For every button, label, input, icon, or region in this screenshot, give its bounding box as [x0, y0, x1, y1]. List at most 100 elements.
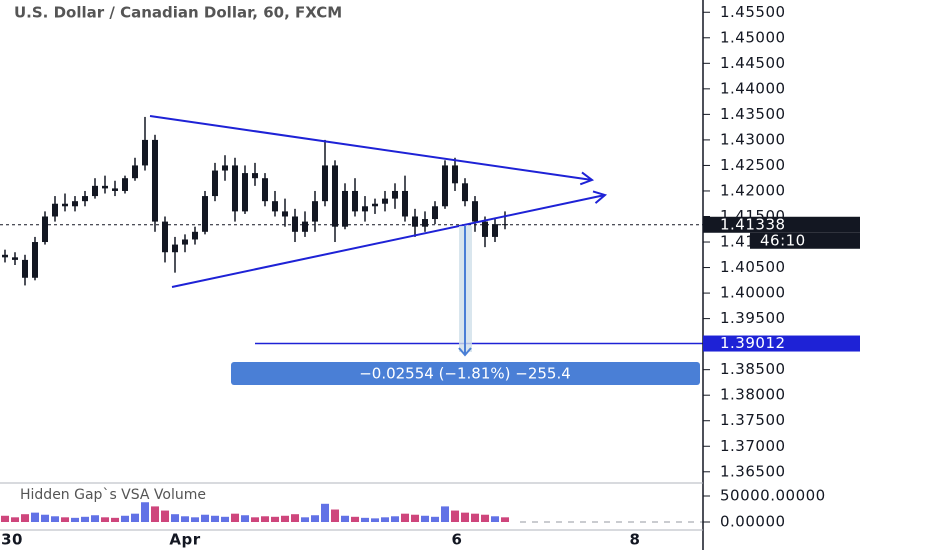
volume-bar	[441, 506, 449, 522]
volume-bar	[171, 514, 179, 522]
candle-body	[2, 254, 8, 258]
candle-body	[102, 185, 108, 189]
candle-body	[122, 178, 128, 191]
volume-bar	[101, 517, 109, 522]
volume-bar	[191, 517, 199, 522]
volume-bar	[221, 516, 229, 522]
y-tick-label: 1.37000	[720, 437, 786, 455]
volume-bar	[371, 518, 379, 522]
y-tick-label: 1.44500	[720, 54, 786, 72]
candle-body	[72, 201, 78, 207]
x-tick-label: 30	[1, 531, 23, 549]
volume-bar	[381, 517, 389, 522]
candle-body	[372, 203, 378, 207]
volume-bar	[351, 516, 359, 522]
candle-body	[352, 190, 358, 212]
volume-bar	[451, 510, 459, 522]
volume-bar	[261, 516, 269, 522]
y-tick-label: 1.44000	[720, 79, 786, 97]
volume-bar	[341, 515, 349, 522]
y-tick-label: 1.43500	[720, 105, 786, 123]
y-tick-label: 1.40000	[720, 284, 786, 302]
volume-bar	[231, 513, 239, 522]
candle-body	[212, 170, 218, 197]
candle-body	[12, 257, 18, 260]
volume-bar	[41, 514, 49, 522]
volume-bar	[471, 513, 479, 522]
measure-label: −0.02554 (−1.81%) −255.4	[359, 365, 571, 383]
candle-body	[382, 198, 388, 204]
y-tick-label: 1.45500	[720, 3, 786, 21]
candle-body	[262, 178, 268, 202]
axes: 1.45500 1.45000 1.44500 1.44000 1.43500 1.430…	[1, 3, 860, 549]
target-box	[703, 335, 860, 352]
y-tick-label: 1.45000	[720, 28, 786, 46]
volume-bar	[431, 516, 439, 522]
chart-title: U.S. Dollar / Canadian Dollar, 60, FXCM	[14, 4, 342, 22]
countdown-label: 46:10	[760, 231, 806, 249]
candle-body	[462, 183, 468, 202]
volume-bar	[281, 515, 289, 522]
y-tick-label: 1.38000	[720, 386, 786, 404]
volume-bar	[211, 515, 219, 522]
volume-bar	[301, 517, 309, 522]
candle-body	[42, 216, 48, 243]
x-tick-label: Apr	[169, 531, 200, 549]
candle-body	[92, 185, 98, 197]
candle-body	[332, 165, 338, 227]
volume-bar	[201, 514, 209, 522]
volume-bar	[481, 514, 489, 522]
volume-bar	[501, 517, 509, 522]
volume-bar	[111, 517, 119, 522]
candle-body	[112, 188, 118, 191]
volume-bar	[331, 509, 339, 522]
volume-bar	[61, 517, 69, 522]
countdown-box	[750, 232, 860, 249]
candle-body	[482, 221, 488, 237]
last-price-box	[703, 216, 860, 233]
y-tick-label: 1.38500	[720, 360, 786, 378]
volume-bar	[491, 516, 499, 522]
volume-bar	[291, 514, 299, 522]
volume-bar	[51, 516, 59, 522]
volume-bar	[131, 513, 139, 522]
candle-body	[152, 139, 158, 222]
candle-body	[402, 190, 408, 217]
volume-tick-label: 0.00000	[720, 513, 786, 531]
candle-body	[292, 216, 298, 232]
y-tick-label: 1.40500	[720, 258, 786, 276]
y-tick-label: 1.42000	[720, 181, 786, 199]
volume-bar	[181, 516, 189, 522]
volume-bar	[271, 516, 279, 522]
x-tick-label: 8	[630, 531, 641, 549]
candle-body	[52, 203, 58, 217]
volume-bar	[391, 516, 399, 522]
candle-body	[412, 216, 418, 227]
volume-bar	[81, 516, 89, 522]
volume-bar	[151, 506, 159, 522]
candle-body	[222, 165, 228, 171]
candle-body	[472, 201, 478, 222]
y-tick-label: 1.42500	[720, 156, 786, 174]
target-label: 1.39012	[720, 334, 786, 352]
volume-bar	[141, 502, 149, 522]
y-tick-label: 1.43000	[720, 130, 786, 148]
candle-body	[202, 196, 208, 232]
candle-body	[32, 242, 38, 278]
volume-bar	[411, 514, 419, 522]
candle-body	[22, 259, 28, 278]
candle-body	[282, 211, 288, 217]
candle-body	[312, 201, 318, 222]
candle-body	[422, 219, 428, 227]
candle-body	[82, 196, 88, 202]
volume-bar	[321, 503, 329, 522]
candle-body	[142, 139, 148, 166]
volume-bar	[31, 512, 39, 522]
volume-bar	[421, 515, 429, 522]
volume-bar	[1, 515, 9, 522]
volume-bar	[461, 512, 469, 522]
measure-box	[231, 362, 700, 385]
candle-body	[442, 165, 448, 207]
volume-bar	[91, 515, 99, 522]
volume-bar	[251, 517, 259, 522]
